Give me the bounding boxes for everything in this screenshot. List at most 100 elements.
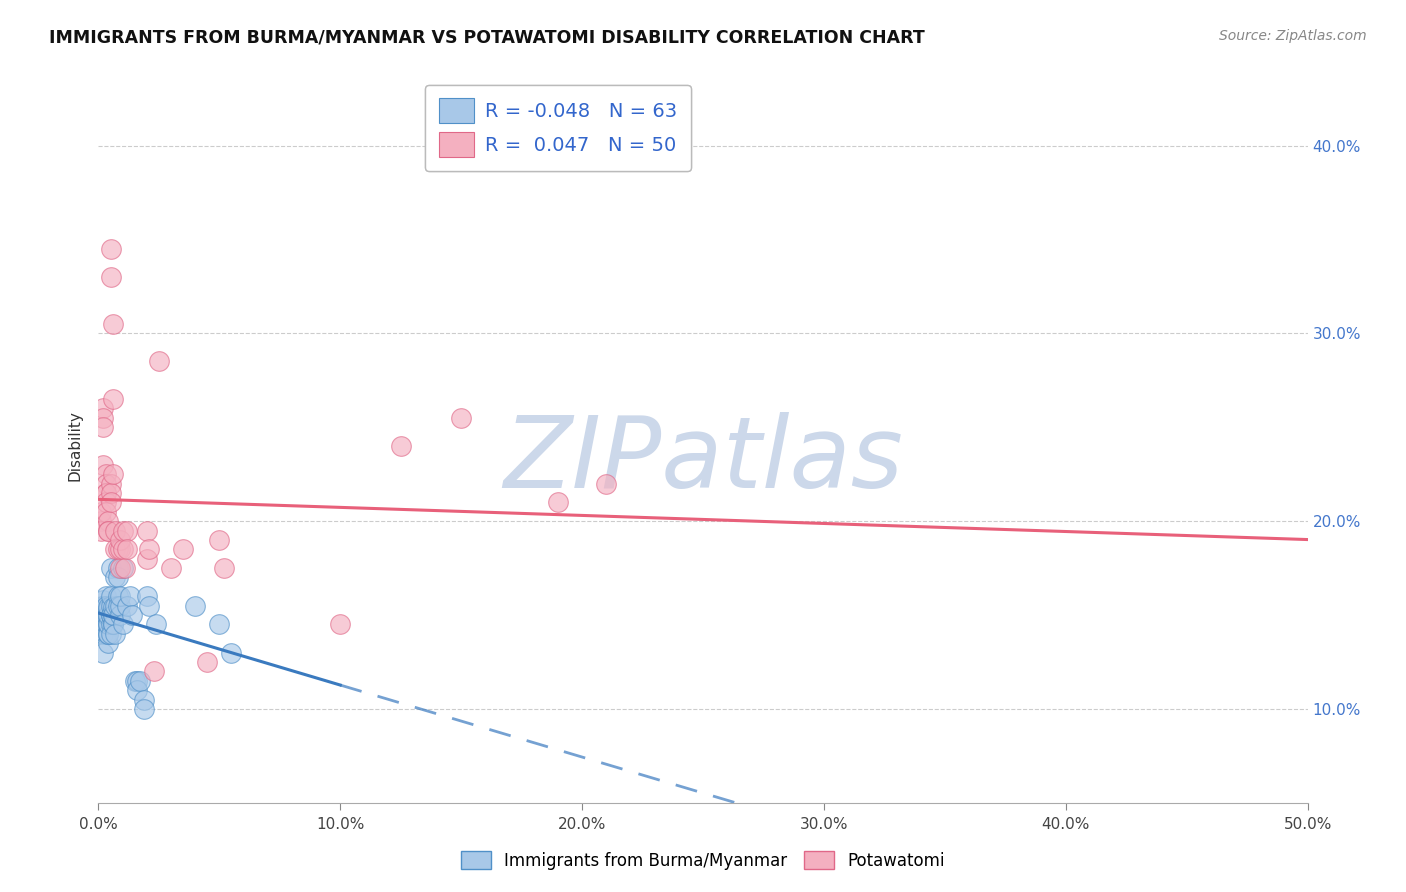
Point bbox=[108, 542, 131, 557]
Y-axis label: Disability: Disability bbox=[67, 410, 83, 482]
Point bbox=[138, 542, 160, 557]
Legend: Immigrants from Burma/Myanmar, Potawatomi: Immigrants from Burma/Myanmar, Potawatom… bbox=[454, 845, 952, 877]
Point bbox=[128, 673, 150, 688]
Point bbox=[138, 599, 160, 613]
Point bbox=[101, 392, 124, 406]
Point bbox=[111, 561, 134, 575]
Point bbox=[212, 561, 235, 575]
Point bbox=[127, 683, 149, 698]
Point bbox=[91, 599, 114, 613]
Point bbox=[91, 607, 114, 622]
Point bbox=[117, 599, 139, 613]
Point bbox=[195, 655, 218, 669]
Point bbox=[135, 524, 157, 538]
Point bbox=[101, 467, 124, 482]
Point bbox=[104, 524, 127, 538]
Point bbox=[100, 599, 122, 613]
Point bbox=[108, 589, 131, 603]
Point bbox=[107, 570, 129, 584]
Point bbox=[101, 317, 124, 331]
Point bbox=[97, 514, 120, 528]
Point bbox=[107, 542, 129, 557]
Point bbox=[111, 524, 134, 538]
Point bbox=[117, 524, 139, 538]
Point bbox=[127, 673, 149, 688]
Point bbox=[107, 589, 129, 603]
Point bbox=[91, 593, 114, 607]
Point bbox=[389, 439, 412, 453]
Point bbox=[97, 636, 120, 650]
Point bbox=[94, 607, 117, 622]
Point bbox=[97, 524, 120, 538]
Point bbox=[100, 561, 122, 575]
Point bbox=[121, 607, 143, 622]
Point bbox=[108, 533, 131, 547]
Point bbox=[108, 561, 131, 575]
Point bbox=[94, 486, 117, 500]
Point bbox=[450, 410, 472, 425]
Point bbox=[208, 533, 231, 547]
Point bbox=[97, 600, 120, 615]
Point bbox=[114, 561, 136, 575]
Point bbox=[90, 505, 112, 519]
Point bbox=[94, 627, 117, 641]
Point bbox=[595, 476, 617, 491]
Point bbox=[91, 420, 114, 434]
Legend: R = -0.048   N = 63, R =  0.047   N = 50: R = -0.048 N = 63, R = 0.047 N = 50 bbox=[425, 85, 690, 170]
Point bbox=[143, 665, 166, 679]
Point bbox=[97, 524, 120, 538]
Point bbox=[100, 242, 122, 256]
Point bbox=[329, 617, 352, 632]
Point bbox=[547, 495, 569, 509]
Point bbox=[94, 599, 117, 613]
Text: ZIPatlas: ZIPatlas bbox=[503, 412, 903, 508]
Point bbox=[108, 599, 131, 613]
Point bbox=[111, 542, 134, 557]
Point bbox=[184, 599, 207, 613]
Point bbox=[94, 589, 117, 603]
Point bbox=[97, 617, 120, 632]
Point bbox=[94, 476, 117, 491]
Text: Source: ZipAtlas.com: Source: ZipAtlas.com bbox=[1219, 29, 1367, 43]
Point bbox=[94, 505, 117, 519]
Point bbox=[208, 617, 231, 632]
Point bbox=[100, 589, 122, 603]
Point bbox=[134, 692, 156, 706]
Point bbox=[94, 467, 117, 482]
Point bbox=[135, 551, 157, 566]
Point bbox=[90, 612, 112, 626]
Point bbox=[145, 617, 167, 632]
Point bbox=[108, 607, 131, 622]
Point bbox=[91, 627, 114, 641]
Point bbox=[124, 673, 146, 688]
Point bbox=[94, 617, 117, 632]
Point bbox=[94, 486, 117, 500]
Point bbox=[91, 401, 114, 416]
Point bbox=[97, 610, 120, 624]
Point bbox=[90, 514, 112, 528]
Point bbox=[94, 607, 117, 622]
Point bbox=[101, 617, 124, 632]
Point bbox=[100, 617, 122, 632]
Point bbox=[91, 458, 114, 472]
Point bbox=[148, 354, 170, 368]
Point bbox=[97, 627, 120, 641]
Point bbox=[97, 617, 120, 632]
Point bbox=[104, 627, 127, 641]
Point bbox=[100, 607, 122, 622]
Point bbox=[90, 599, 112, 613]
Point bbox=[104, 599, 127, 613]
Point bbox=[107, 599, 129, 613]
Point bbox=[100, 607, 122, 622]
Point bbox=[111, 617, 134, 632]
Point bbox=[101, 617, 124, 632]
Point bbox=[94, 617, 117, 632]
Point bbox=[117, 542, 139, 557]
Point bbox=[97, 602, 120, 616]
Text: IMMIGRANTS FROM BURMA/MYANMAR VS POTAWATOMI DISABILITY CORRELATION CHART: IMMIGRANTS FROM BURMA/MYANMAR VS POTAWAT… bbox=[49, 29, 925, 46]
Point bbox=[94, 600, 117, 615]
Point bbox=[172, 542, 194, 557]
Point bbox=[101, 607, 124, 622]
Point bbox=[100, 495, 122, 509]
Point bbox=[101, 607, 124, 622]
